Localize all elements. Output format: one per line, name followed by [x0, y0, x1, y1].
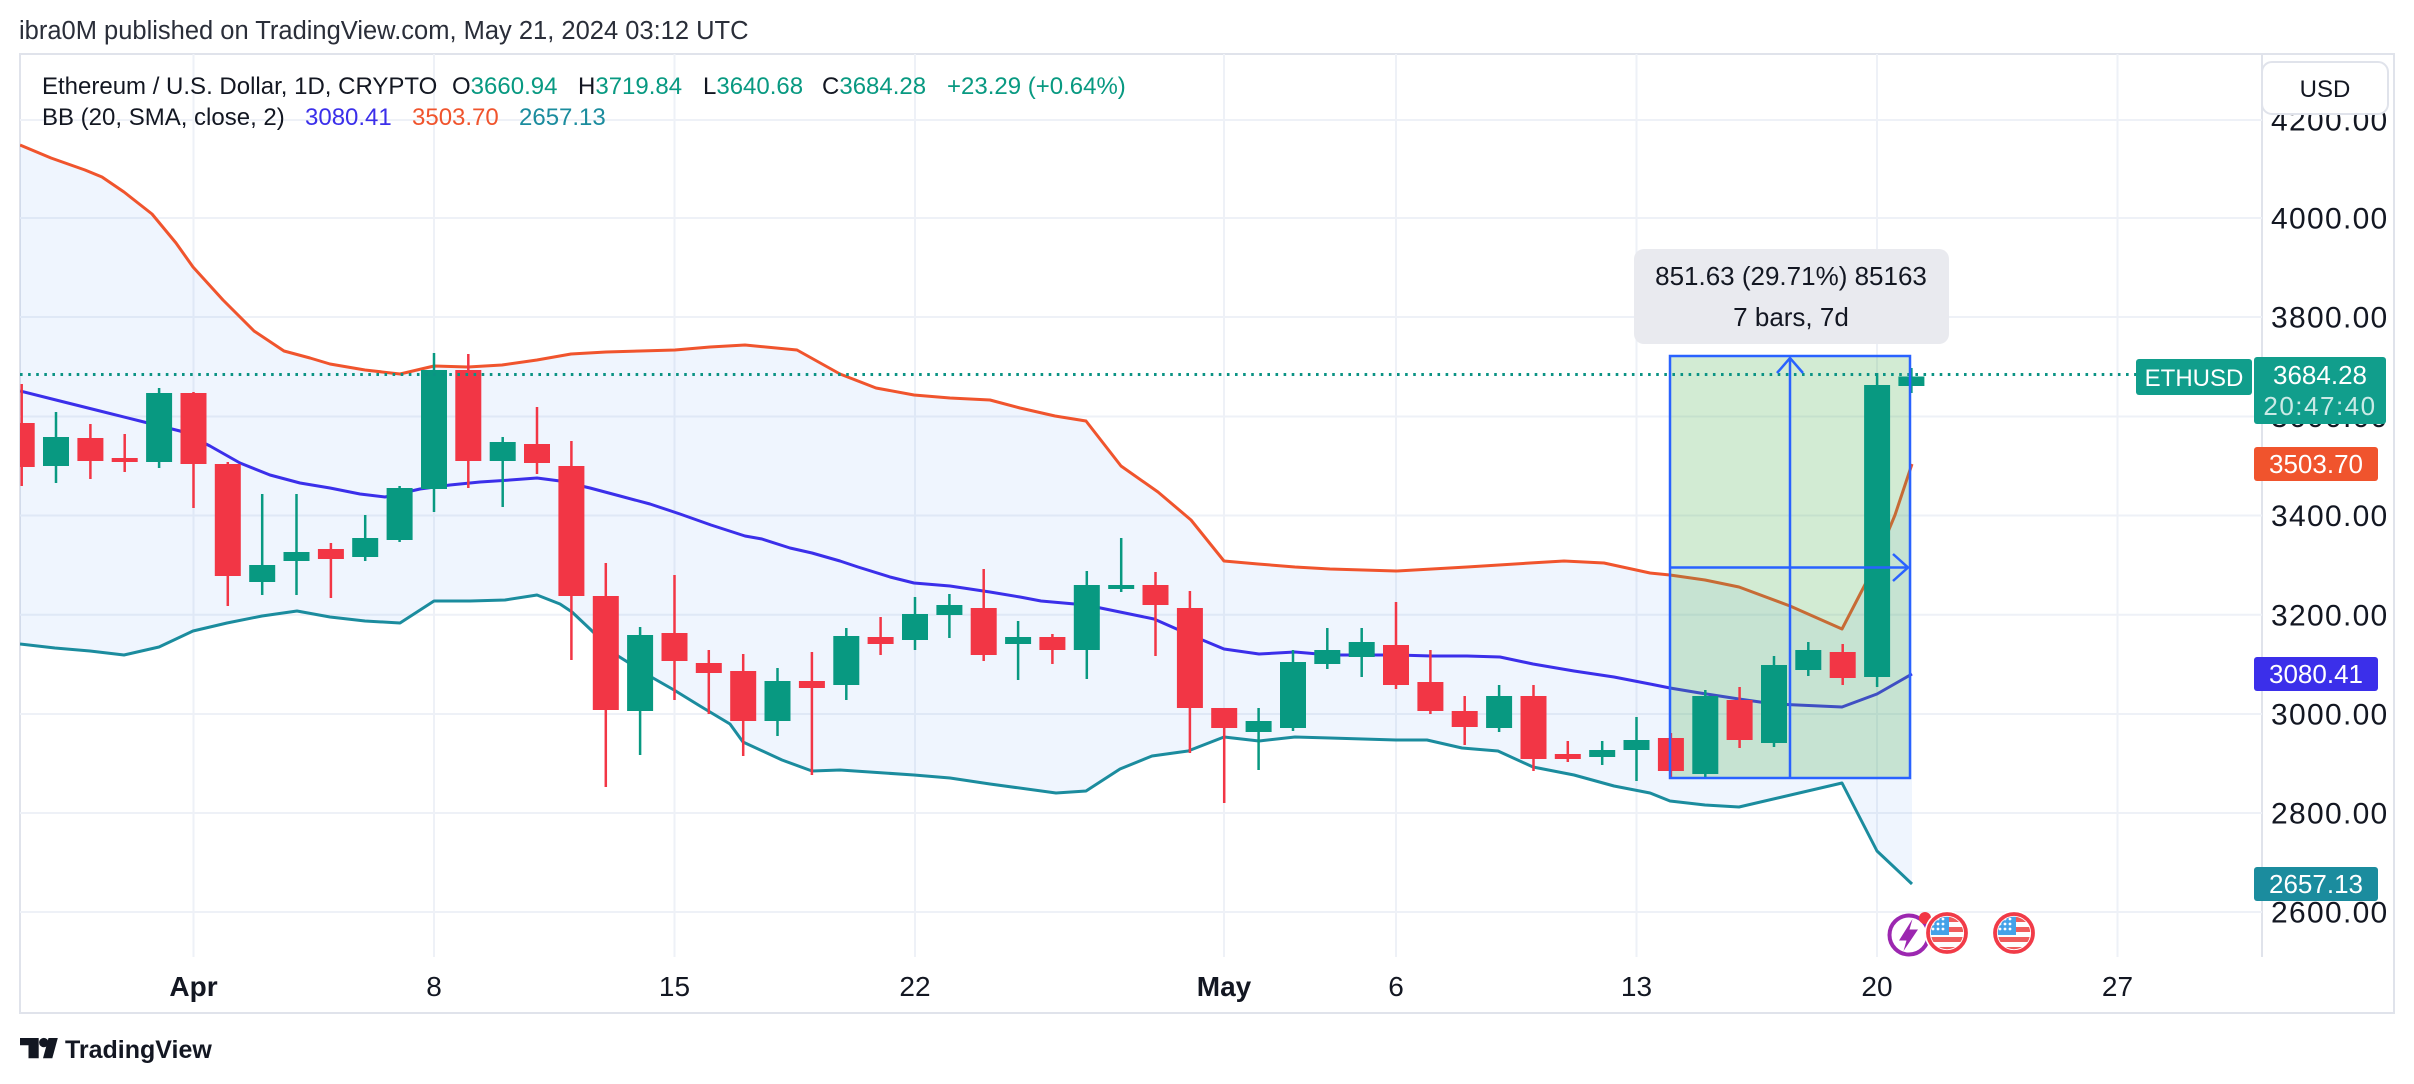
svg-text:4000.00: 4000.00 — [2271, 203, 2389, 236]
svg-text:2657.13: 2657.13 — [2269, 869, 2363, 899]
svg-text:7 bars, 7d: 7 bars, 7d — [1733, 302, 1849, 332]
svg-text:851.63 (29.71%) 85163: 851.63 (29.71%) 85163 — [1655, 261, 1927, 291]
svg-text:May: May — [1197, 971, 1252, 1002]
svg-text:USD: USD — [2300, 76, 2351, 103]
svg-text:6: 6 — [1388, 971, 1404, 1002]
svg-text:20:47:40: 20:47:40 — [2263, 391, 2376, 421]
svg-text:3400.00: 3400.00 — [2271, 500, 2389, 533]
svg-text:22: 22 — [899, 971, 930, 1002]
svg-text:3000.00: 3000.00 — [2271, 699, 2389, 732]
svg-text:2800.00: 2800.00 — [2271, 798, 2389, 831]
svg-text:15: 15 — [659, 971, 690, 1002]
svg-text:ETHUSD: ETHUSD — [2145, 365, 2244, 392]
svg-text:BB (20, SMA, close, 2)3080.413: BB (20, SMA, close, 2) 3080.41 3503.70 2657… — [42, 104, 606, 131]
svg-text:13: 13 — [1621, 971, 1652, 1002]
svg-text:20: 20 — [1861, 971, 1892, 1002]
svg-text:Apr: Apr — [169, 971, 217, 1002]
svg-text:27: 27 — [2102, 971, 2133, 1002]
svg-text:3200.00: 3200.00 — [2271, 599, 2389, 632]
svg-text:TradingView: TradingView — [65, 1036, 212, 1064]
svg-text:3080.41: 3080.41 — [2269, 659, 2363, 689]
svg-text:Ethereum / U.S. Dollar, 1D, CR: Ethereum / U.S. Dollar, 1D, CRYPTO O3660.… — [42, 73, 1126, 100]
svg-text:3684.28: 3684.28 — [2273, 360, 2367, 390]
svg-text:2600.00: 2600.00 — [2271, 897, 2389, 930]
svg-text:3800.00: 3800.00 — [2271, 302, 2389, 335]
svg-text:3503.70: 3503.70 — [2269, 449, 2363, 479]
svg-text:8: 8 — [426, 971, 442, 1002]
